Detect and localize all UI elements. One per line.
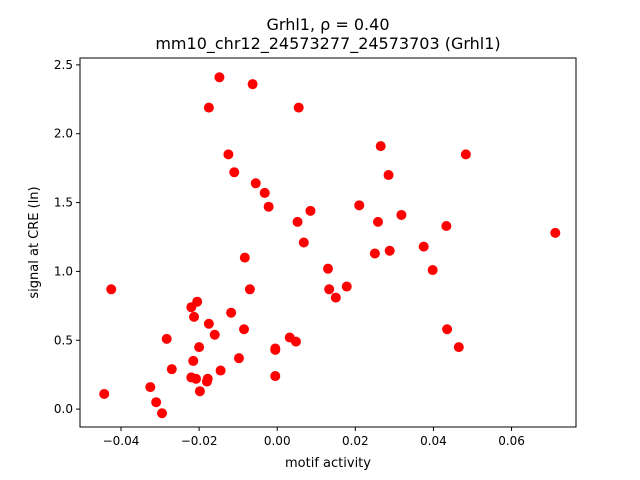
data-point (298, 237, 309, 248)
data-point (293, 102, 304, 113)
data-point (270, 343, 281, 354)
x-tick-label: 0.00 (264, 434, 291, 448)
data-point (202, 373, 213, 384)
x-tick-label: 0.06 (498, 434, 525, 448)
data-point (372, 216, 383, 227)
data-point (214, 72, 225, 83)
y-axis-ticks: 0.0 0.5 1.0 1.5 2.0 2.5 (54, 58, 80, 416)
data-point (229, 167, 240, 178)
data-point (369, 248, 380, 259)
data-point (324, 284, 335, 295)
data-point (341, 281, 352, 292)
data-point (166, 364, 177, 375)
data-point (247, 79, 258, 90)
data-point (460, 149, 471, 160)
data-point (233, 353, 244, 364)
data-point (188, 355, 199, 366)
data-point (194, 386, 205, 397)
data-point (192, 296, 203, 307)
data-point (305, 205, 316, 216)
x-axis-label: motif activity (285, 456, 371, 471)
data-point (259, 187, 270, 198)
data-point (290, 336, 301, 347)
x-tick-label: −0.04 (103, 434, 140, 448)
data-point (550, 227, 561, 238)
data-point (250, 178, 261, 189)
data-point (161, 333, 172, 344)
data-point (383, 170, 394, 181)
data-point (190, 373, 201, 384)
data-point (244, 284, 255, 295)
data-point (442, 324, 453, 335)
data-point (194, 342, 205, 353)
y-tick-label: 2.5 (54, 58, 73, 72)
data-point (106, 284, 117, 295)
data-point (354, 200, 365, 211)
x-tick-label: 0.04 (420, 434, 447, 448)
x-tick-label: −0.02 (181, 434, 218, 448)
data-point (375, 141, 386, 152)
y-tick-label: 1.0 (54, 264, 73, 278)
x-axis-ticks: −0.04 −0.02 0.00 0.02 0.04 0.06 (103, 427, 525, 448)
data-point (330, 292, 341, 303)
data-point (151, 397, 162, 408)
data-point (99, 388, 110, 399)
data-point (203, 318, 214, 329)
y-tick-label: 2.0 (54, 127, 73, 141)
x-tick-label: 0.02 (342, 434, 369, 448)
data-point (239, 324, 250, 335)
data-point (396, 209, 407, 220)
y-tick-label: 0.5 (54, 333, 73, 347)
data-point (323, 263, 333, 274)
data-point (209, 329, 220, 340)
data-point (189, 311, 200, 322)
data-points (99, 72, 561, 419)
data-point (441, 220, 452, 231)
data-point (157, 408, 168, 419)
data-point (145, 382, 156, 393)
y-tick-label: 1.5 (54, 196, 73, 210)
data-point (226, 307, 237, 318)
data-point (427, 265, 438, 276)
y-axis-label: signal at CRE (ln) (27, 186, 42, 298)
data-point (270, 371, 281, 382)
chart-title-line2: mm10_chr12_24573277_24573703 (Grhl1) (155, 34, 500, 54)
chart-title-line1: Grhl1, ρ = 0.40 (267, 15, 390, 34)
plot-frame (79, 57, 577, 428)
data-point (418, 241, 429, 252)
data-point (263, 201, 274, 212)
data-point (453, 342, 464, 353)
data-point (203, 102, 214, 113)
data-point (384, 245, 395, 256)
data-point (292, 216, 303, 227)
data-point (223, 149, 234, 160)
y-tick-label: 0.0 (54, 402, 73, 416)
data-point (239, 252, 250, 263)
data-point (215, 365, 226, 376)
